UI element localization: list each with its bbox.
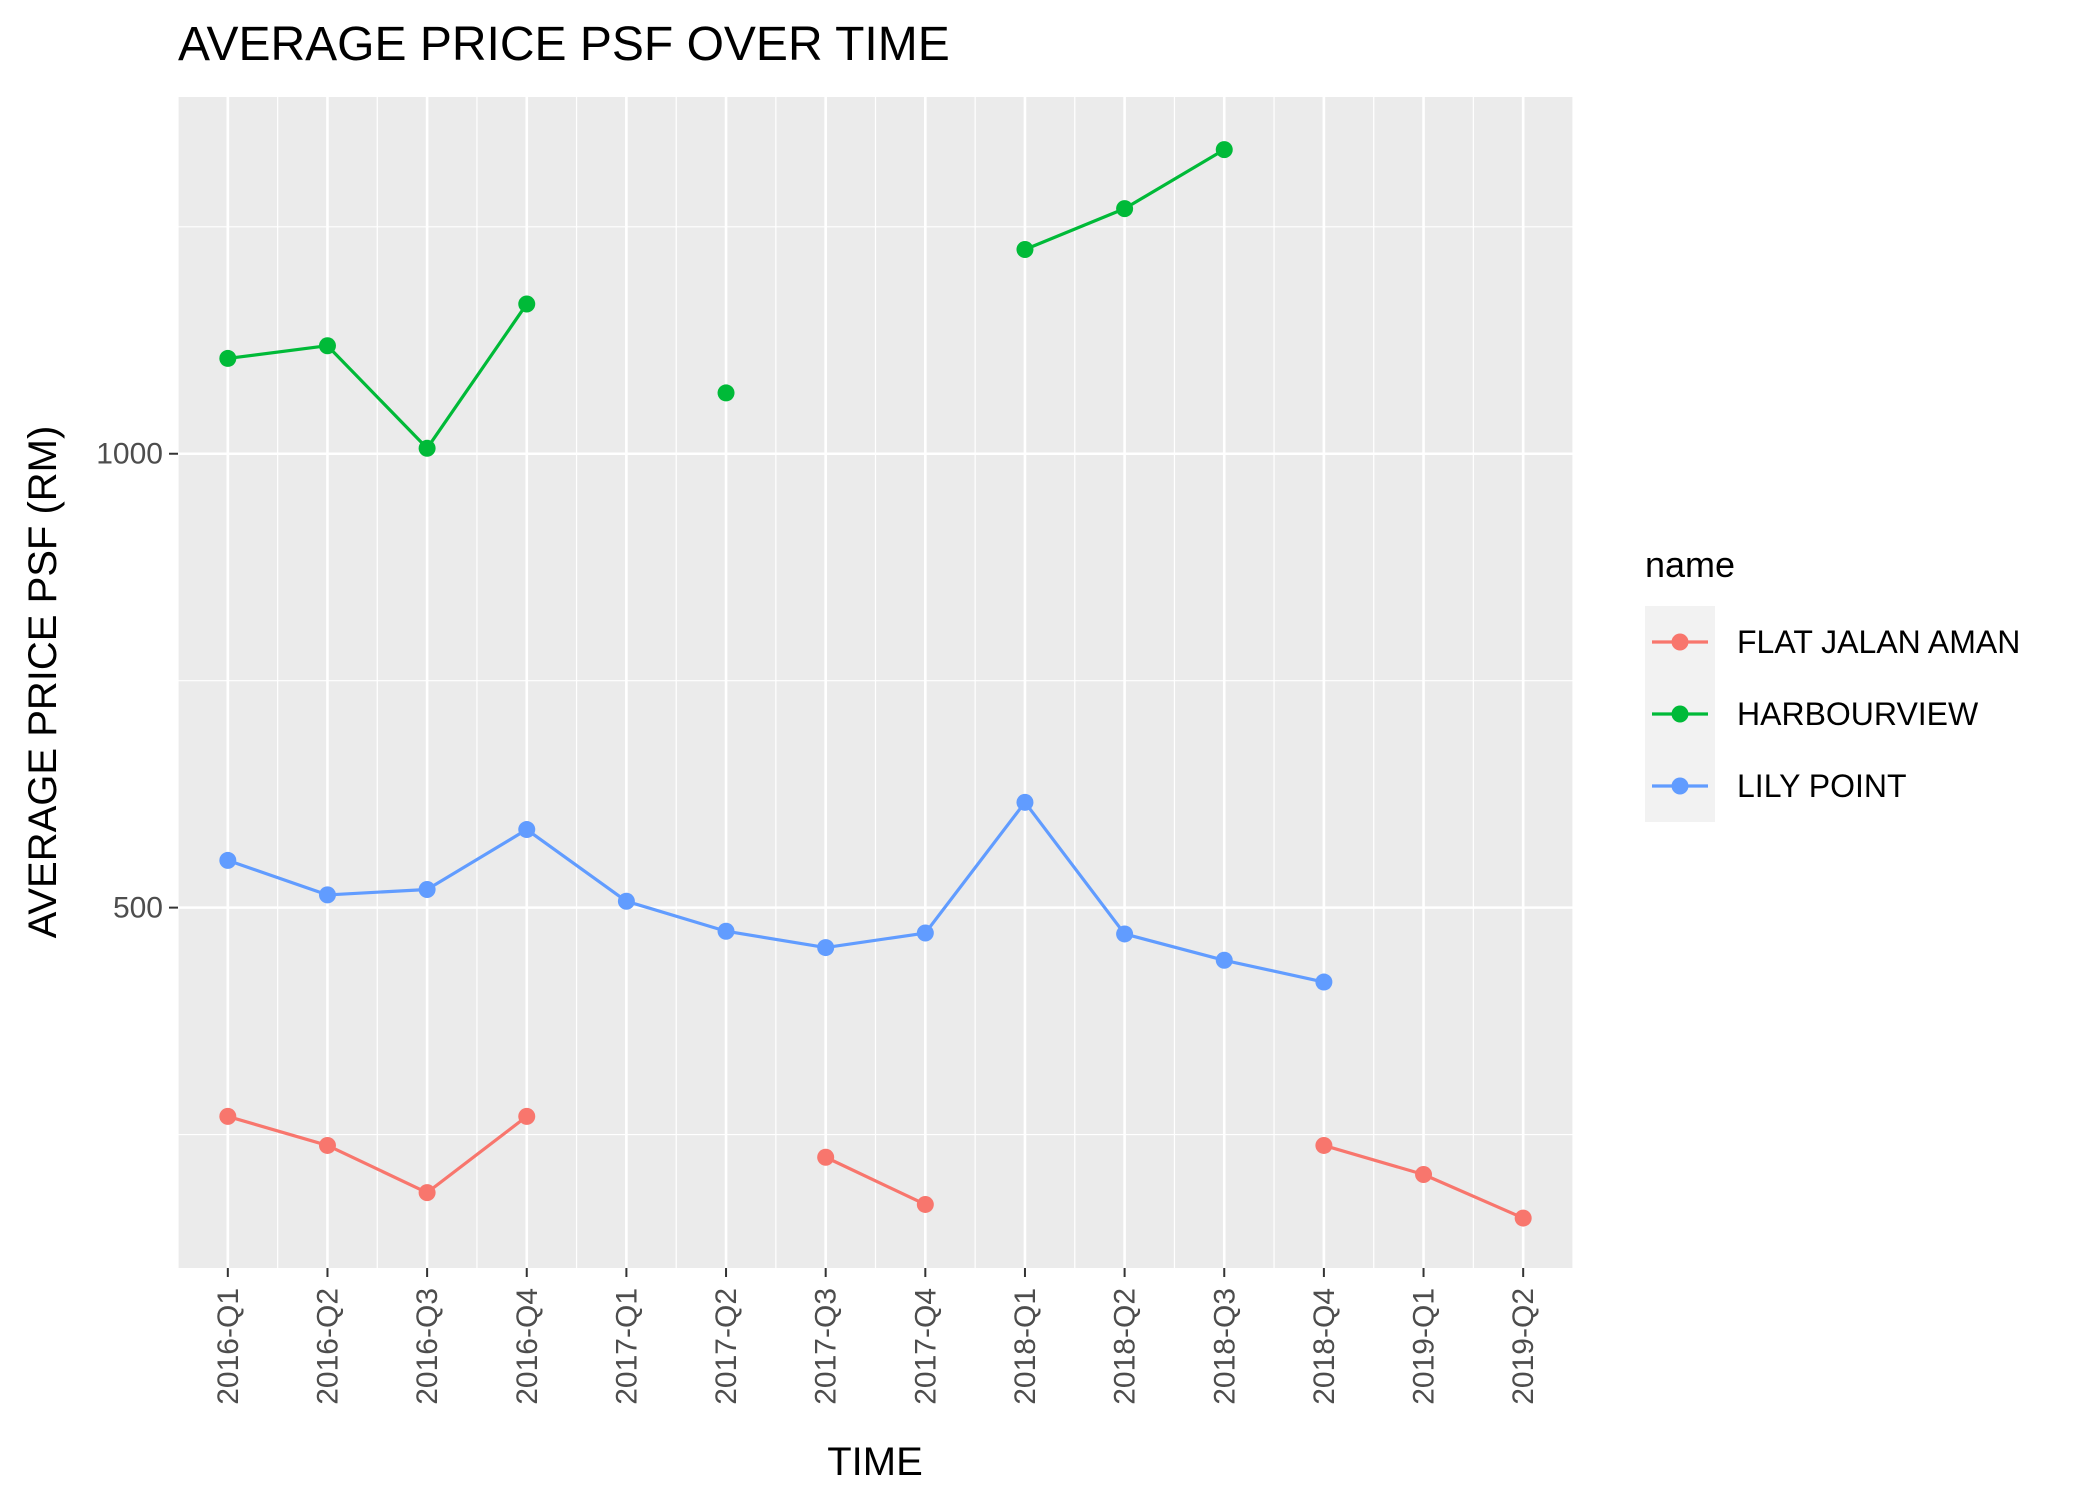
- legend-title: name: [1645, 544, 1735, 585]
- data-point: [318, 886, 336, 904]
- data-point: [717, 922, 735, 940]
- x-tick-label: 2017-Q4: [909, 1288, 942, 1405]
- x-tick-label: 2019-Q2: [1507, 1288, 1540, 1405]
- data-point: [1315, 1136, 1333, 1154]
- legend-key-point: [1671, 705, 1689, 723]
- data-point: [418, 880, 436, 898]
- x-tick-label: 2018-Q4: [1308, 1288, 1341, 1405]
- data-point: [518, 821, 536, 839]
- data-point: [518, 1107, 536, 1125]
- x-tick-label: 2018-Q2: [1109, 1288, 1142, 1405]
- data-point: [1215, 141, 1233, 159]
- legend-key-point: [1671, 777, 1689, 795]
- data-point: [418, 1184, 436, 1202]
- chart-title: AVERAGE PRICE PSF OVER TIME: [178, 18, 950, 71]
- data-point: [1116, 200, 1134, 218]
- x-tick-label: 2018-Q3: [1208, 1288, 1241, 1405]
- x-tick-label: 2016-Q1: [212, 1288, 245, 1405]
- data-point: [219, 1107, 237, 1125]
- legend: name FLAT JALAN AMAN HARBOURVIEW LILY POIN…: [1645, 544, 2020, 822]
- y-axis: 500 1000: [96, 438, 178, 925]
- data-point: [1315, 973, 1333, 991]
- data-point: [318, 1136, 336, 1154]
- data-point: [518, 295, 536, 313]
- x-tick-label: 2016-Q4: [511, 1288, 544, 1405]
- data-point: [1016, 241, 1034, 259]
- series-lines: [227, 148, 1524, 1220]
- series-points: [219, 141, 1532, 1227]
- x-tick-label: 2019-Q1: [1408, 1288, 1441, 1405]
- x-tick-label: 2018-Q1: [1009, 1288, 1042, 1405]
- data-point: [717, 384, 735, 402]
- x-tick-label: 2017-Q2: [710, 1288, 743, 1405]
- series-line-2: [227, 800, 1325, 984]
- x-tick-label: 2016-Q2: [311, 1288, 344, 1405]
- x-tick-label: 2016-Q3: [411, 1288, 444, 1405]
- minor-gridlines: [177, 97, 1574, 1268]
- x-tick-label: 2017-Q3: [810, 1288, 843, 1405]
- data-point: [1215, 951, 1233, 969]
- data-point: [1016, 793, 1034, 811]
- data-point: [1514, 1209, 1532, 1227]
- data-point: [219, 851, 237, 869]
- series-line-0: [227, 1114, 528, 1195]
- series-line-0: [824, 1155, 927, 1206]
- x-tick-label: 2017-Q1: [610, 1288, 643, 1405]
- x-axis: 2016-Q1 2016-Q2 2016-Q3 2016-Q4 2017-Q1 2017-…: [212, 1268, 1540, 1405]
- data-point: [817, 1148, 835, 1166]
- data-point: [916, 1195, 934, 1213]
- legend-label: LILY POINT: [1737, 768, 1907, 804]
- legend-key-point: [1671, 633, 1689, 651]
- data-point: [916, 924, 934, 942]
- major-gridlines: [178, 97, 1573, 1268]
- data-point: [418, 439, 436, 457]
- legend-label: HARBOURVIEW: [1737, 696, 1979, 732]
- data-point: [1116, 925, 1134, 943]
- data-point: [1415, 1166, 1433, 1184]
- y-axis-title: AVERAGE PRICE PSF (RM): [21, 426, 65, 939]
- data-point: [617, 892, 635, 910]
- data-point: [219, 349, 237, 367]
- y-tick-label: 1000: [96, 438, 163, 471]
- y-tick-label: 500: [113, 892, 163, 925]
- legend-label: FLAT JALAN AMAN: [1737, 624, 2020, 660]
- x-axis-title: TIME: [827, 1440, 923, 1484]
- data-point: [318, 337, 336, 355]
- series-line-1: [227, 303, 529, 450]
- data-point: [817, 939, 835, 957]
